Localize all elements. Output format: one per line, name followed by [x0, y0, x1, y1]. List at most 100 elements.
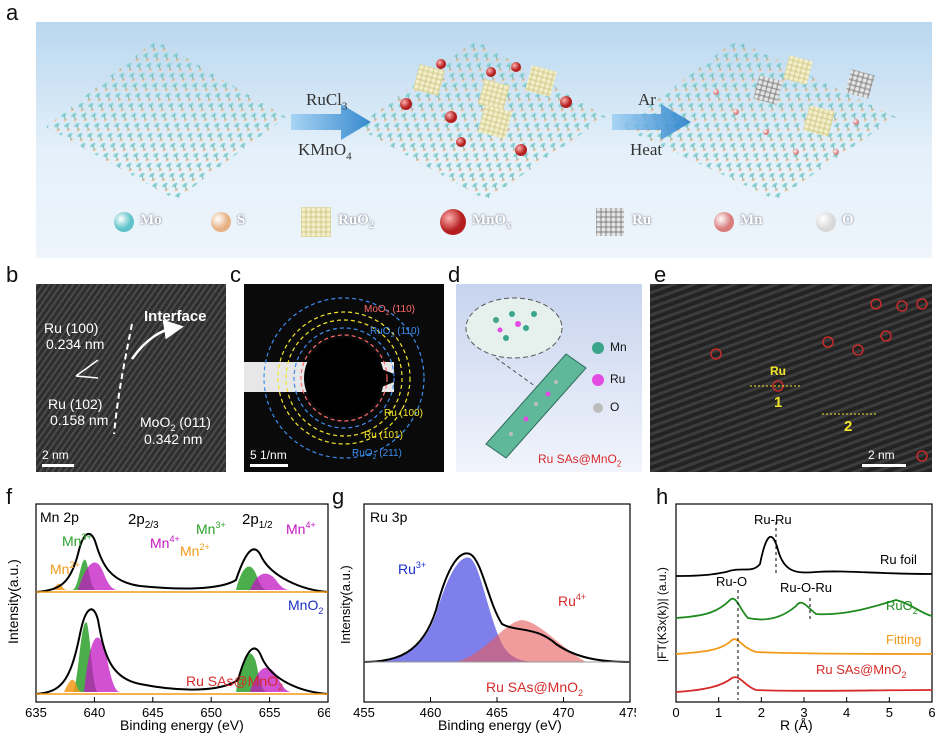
ring-ruo2-211: RuO2 (211) [352, 448, 402, 461]
mnox-particles [400, 59, 572, 156]
line-profile-2: 2 [844, 418, 853, 435]
mn3-label: Mn3+ [62, 532, 92, 549]
ring-moo2-110: MoO2 (110) [364, 304, 415, 317]
haadf-stem-e: Ru 1 2 2 nm [650, 284, 932, 472]
legend-d-ru: Ru [610, 372, 626, 386]
ru102-label: Ru (102) [48, 396, 103, 412]
scale-bar-b [42, 464, 74, 467]
saed-pattern-c: MoO2 (110) RuO2 (110) Ru (100) Ru (101) … [244, 284, 444, 472]
ru-o-label: Ru-O [716, 574, 747, 589]
xps-ru3p-chart: 455 460 465 470 475 Ru 3p Ru3+ Ru4+ Ru SAs@M… [338, 503, 636, 733]
mn4-fill-top [78, 562, 118, 590]
mn4-fill-bottom-2 [250, 667, 292, 692]
axes-frame-f [35, 503, 329, 703]
legend-s: S [237, 212, 246, 228]
scale-label-c: 5 1/nm [250, 448, 287, 462]
mn2-fill-bottom [64, 679, 82, 692]
trace-fitting [675, 638, 933, 655]
panel-label-d: d [448, 262, 461, 287]
mos2-sheet-3 [621, 40, 896, 200]
legend-ru: Ru [632, 212, 652, 228]
line-profile-1: 1 [774, 394, 783, 411]
step2-condition-top: Ar [638, 90, 656, 109]
ru-clusters [753, 55, 875, 137]
xtick-label: 460 [420, 705, 442, 720]
ru3p-envelope [363, 552, 631, 663]
xtick-label: 640 [84, 705, 106, 720]
model-illustration-d: Mn Ru O Ru SAs@MnO2 [456, 284, 642, 472]
mn-dots [713, 89, 859, 155]
moo2-spacing: 0.342 nm [144, 431, 203, 447]
trace-label-ru-sas-f: Ru SAs@MnO2 [186, 673, 283, 692]
ruo2-clusters [413, 64, 557, 140]
xtick-label: 650 [200, 705, 222, 720]
ru100-label: Ru (100) [44, 320, 99, 336]
xtick-label: 475 [619, 705, 636, 720]
xlabel-g: Binding energy (eV) [438, 717, 562, 733]
mos2-sheet-1 [46, 40, 286, 200]
mn4-label: Mn4+ [150, 534, 180, 551]
moo2-label: MoO2 (011) [140, 414, 211, 433]
xtick-label: 0 [672, 705, 679, 720]
panel-label-g: g [332, 484, 345, 509]
legend-d-o: O [610, 400, 620, 414]
sample-label-g: Ru SAs@MnO2 [486, 679, 583, 698]
xtick-label: 655 [259, 705, 281, 720]
interface-label: Interface [144, 308, 207, 325]
legend-mo: Mo [140, 212, 162, 228]
xtick-label: 3 [800, 705, 807, 720]
mn2-label-2: Mn2+ [180, 542, 210, 559]
trace-ru-sas [35, 608, 329, 695]
xtick-label: 5 [886, 705, 893, 720]
xtick-label: 470 [553, 705, 575, 720]
mn2-label: Mn2+ [50, 560, 80, 577]
mn4-label-2: Mn4+ [286, 520, 316, 537]
step2-condition-bottom: Heat [630, 140, 663, 159]
peak-2p12: 2p1/2 [242, 511, 273, 531]
mn4-fill-top-2 [250, 573, 290, 590]
ylabel-f: Intensity(a.u.) [5, 559, 21, 644]
xlabel-f: Binding energy (eV) [120, 717, 244, 733]
reaction-arrow-2 [612, 104, 691, 140]
title-f: Mn 2p [40, 509, 79, 525]
ru3-fill [364, 557, 546, 662]
ru-site-label: Ru [770, 364, 786, 378]
trace-ru-foil [675, 535, 933, 577]
ring-ru-101: Ru (101) [364, 430, 403, 441]
xticks-g: 455 460 465 470 475 [353, 697, 636, 720]
ru100-spacing: 0.234 nm [46, 336, 105, 352]
xtick-label: 660 [317, 705, 330, 720]
ru4-label: Ru4+ [558, 592, 586, 609]
synthesis-scheme-illustration [46, 40, 896, 237]
trace-ruo2 [675, 597, 933, 621]
ring-ru-100: Ru (100) [384, 408, 423, 419]
trace-label-fitting: Fitting [886, 632, 921, 647]
trace-label-ruo2: RuO2 [886, 598, 918, 616]
peak-2p32: 2p2/3 [128, 511, 159, 531]
title-g: Ru 3p [370, 509, 408, 525]
xtick-label: 645 [142, 705, 164, 720]
step1-reagent-top: RuCl3 [306, 90, 348, 113]
xtick-label: 6 [928, 705, 935, 720]
reaction-arrow-1 [291, 104, 371, 140]
ru102-spacing: 0.158 nm [50, 412, 109, 428]
scale-label-b: 2 nm [42, 448, 69, 462]
ru-o-ru-label: Ru-O-Ru [780, 580, 832, 595]
legend-ruo2: RuO2 [338, 212, 374, 231]
xtick-label: 1 [715, 705, 722, 720]
scale-bar-e [862, 464, 906, 467]
panel-label-e: e [654, 262, 667, 287]
trace-ru-sas-h [675, 676, 933, 693]
scale-bar-c [250, 464, 288, 467]
caption-d: Ru SAs@MnO2 [538, 452, 622, 469]
xtick-label: 4 [843, 705, 850, 720]
panel-label-h: h [656, 484, 669, 509]
xtick-label: 2 [758, 705, 765, 720]
xticks-h: 0 1 2 3 4 5 6 [672, 697, 936, 720]
legend-d-mn: Mn [610, 340, 627, 354]
trace-label-ru-foil: Ru foil [880, 552, 917, 567]
xlabel-h: R (Å) [780, 717, 813, 733]
xtick-label: 465 [486, 705, 508, 720]
xtick-label: 635 [25, 705, 47, 720]
